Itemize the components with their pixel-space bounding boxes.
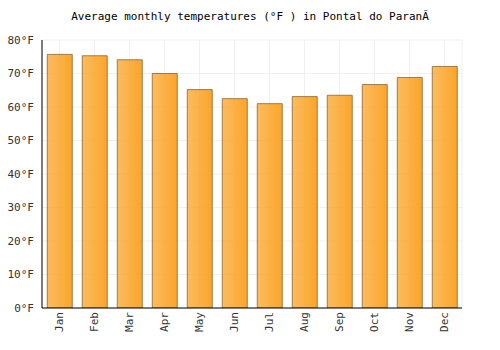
svg-text:Sep: Sep (333, 312, 346, 332)
svg-text:Jul: Jul (263, 312, 276, 332)
svg-text:Mar: Mar (123, 312, 136, 332)
svg-text:0°F: 0°F (14, 302, 34, 315)
svg-text:60°F: 60°F (8, 101, 34, 114)
svg-text:Nov: Nov (403, 312, 416, 332)
svg-text:May: May (193, 312, 206, 332)
svg-text:10°F: 10°F (8, 268, 34, 281)
svg-text:20°F: 20°F (8, 235, 34, 248)
svg-text:50°F: 50°F (8, 134, 34, 147)
svg-text:Oct: Oct (368, 312, 381, 332)
svg-text:80°F: 80°F (8, 34, 34, 47)
svg-text:Jun: Jun (228, 312, 241, 332)
svg-text:Apr: Apr (158, 312, 171, 332)
svg-text:Dec: Dec (438, 312, 451, 332)
svg-text:Aug: Aug (298, 312, 311, 332)
svg-text:Jan: Jan (53, 312, 66, 332)
svg-text:70°F: 70°F (8, 67, 34, 80)
svg-text:40°F: 40°F (8, 168, 34, 181)
svg-text:30°F: 30°F (8, 201, 34, 214)
svg-text:Feb: Feb (88, 312, 101, 332)
html-text:Average monthly temperatures (: Average monthly temperatures (°F ) in Po… (71, 10, 429, 23)
